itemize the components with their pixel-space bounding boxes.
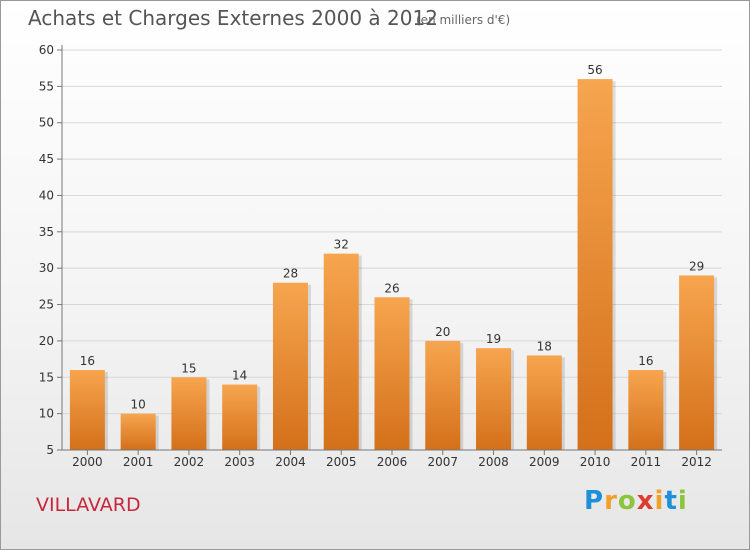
bar-2003 xyxy=(222,384,258,450)
x-tick-label: 2002 xyxy=(174,455,205,469)
y-tick-label: 40 xyxy=(39,188,54,202)
chart-subtitle: (en milliers d'€) xyxy=(416,13,511,27)
bar-2010 xyxy=(577,79,613,450)
bar-2001 xyxy=(120,413,156,450)
x-tick-label: 2010 xyxy=(580,455,611,469)
x-tick-label: 2012 xyxy=(681,455,712,469)
y-tick-label: 50 xyxy=(39,116,54,130)
data-label: 56 xyxy=(587,63,602,77)
y-tick-label: 5 xyxy=(46,443,54,457)
bar-2011 xyxy=(628,370,664,450)
x-tick-label: 2007 xyxy=(427,455,458,469)
logo-letter: i xyxy=(654,486,665,516)
x-tick-label: 2011 xyxy=(631,455,662,469)
logo-letter: t xyxy=(664,486,678,516)
x-tick-label: 2005 xyxy=(326,455,357,469)
x-tick-label: 2003 xyxy=(224,455,255,469)
x-tick-label: 2001 xyxy=(123,455,154,469)
logo-letter: o xyxy=(617,486,637,516)
y-tick-label: 60 xyxy=(39,43,54,57)
bar-2005 xyxy=(323,253,359,450)
data-label: 28 xyxy=(283,267,298,281)
data-label: 14 xyxy=(232,369,247,383)
x-tick-label: 2009 xyxy=(529,455,560,469)
bar-2008 xyxy=(476,348,512,450)
data-label: 26 xyxy=(384,281,399,295)
data-label: 18 xyxy=(537,339,552,353)
y-tick-label: 15 xyxy=(39,370,54,384)
data-label: 16 xyxy=(638,354,653,368)
proxiti-logo[interactable]: Proxiti xyxy=(584,486,688,516)
bar-2009 xyxy=(526,355,562,450)
data-label: 15 xyxy=(181,361,196,375)
x-tick-label: 2006 xyxy=(377,455,408,469)
y-tick-label: 30 xyxy=(39,261,54,275)
y-tick-label: 45 xyxy=(39,152,54,166)
bar-2002 xyxy=(171,377,207,450)
logo-letter: P xyxy=(584,486,605,516)
y-tick-label: 20 xyxy=(39,334,54,348)
bar-2004 xyxy=(272,282,308,450)
data-label: 10 xyxy=(131,398,146,412)
bar-2000 xyxy=(69,370,105,450)
bars: 16 10 15 14 28 32 26 20 19 18 56 16 29 xyxy=(69,63,718,450)
data-label: 32 xyxy=(334,238,349,252)
y-tick-label: 55 xyxy=(39,79,54,93)
logo-letter: x xyxy=(636,486,655,516)
data-label: 20 xyxy=(435,325,450,339)
x-tick-label: 2000 xyxy=(72,455,103,469)
x-tick-label: 2008 xyxy=(478,455,509,469)
bar-2007 xyxy=(425,340,461,450)
logo-letter: r xyxy=(604,486,618,516)
x-tick-label: 2004 xyxy=(275,455,306,469)
y-tick-label: 10 xyxy=(39,407,54,421)
y-tick-label: 35 xyxy=(39,225,54,239)
bar-2012 xyxy=(679,275,715,450)
data-label: 29 xyxy=(689,259,704,273)
axes: 5 10 15 20 25 30 35 40 45 50 55 60 2000 2001 2002 2003 2… xyxy=(39,43,722,469)
chart-title: Achats et Charges Externes 2000 à 2012 xyxy=(28,6,438,30)
commune-name: VILLAVARD xyxy=(36,494,141,516)
y-tick-label: 25 xyxy=(39,298,54,312)
logo-letter: i xyxy=(677,486,688,516)
bar-2006 xyxy=(374,297,410,450)
data-label: 16 xyxy=(80,354,95,368)
data-label: 19 xyxy=(486,332,501,346)
